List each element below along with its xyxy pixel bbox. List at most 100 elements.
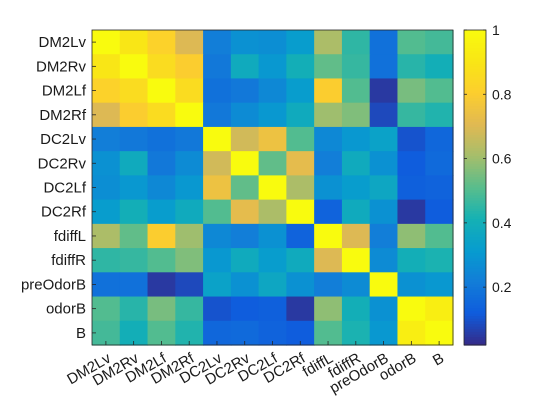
heatmap-cell: [230, 151, 260, 176]
heatmap-cell: [369, 54, 399, 80]
colorbar-strip: [464, 116, 486, 120]
colorbar-strip: [464, 166, 486, 170]
colorbar-strip: [464, 35, 486, 39]
heatmap-cell: [175, 248, 204, 273]
colorbar-strip: [464, 153, 486, 157]
colorbar-strip: [464, 190, 486, 194]
heatmap-cell: [258, 102, 287, 128]
heatmap-cell: [341, 30, 371, 55]
y-axis-tick-label: DM2Rv: [36, 58, 87, 75]
heatmap-cell: [230, 175, 260, 201]
heatmap-cell: [397, 102, 426, 128]
heatmap-cell: [92, 151, 121, 176]
colorbar-strip: [464, 51, 486, 55]
heatmap-cell: [258, 126, 287, 152]
colorbar-strip: [464, 72, 486, 76]
heatmap-cell: [258, 272, 287, 298]
heatmap-cell: [425, 199, 454, 225]
colorbar-strip: [464, 282, 486, 286]
colorbar-strip: [464, 156, 486, 160]
y-axis-tick-label: fdiffL: [54, 228, 86, 245]
heatmap-cell: [341, 126, 371, 152]
heatmap-cell: [369, 248, 399, 273]
heatmap-cell: [369, 151, 399, 176]
colorbar-tick-label: 0.2: [492, 279, 512, 295]
colorbar-strip: [464, 313, 486, 317]
colorbar-strip: [464, 337, 486, 341]
colorbar-strip: [464, 163, 486, 168]
heatmap-cell: [397, 30, 426, 55]
heatmap-cell: [175, 175, 204, 201]
colorbar-strip: [464, 129, 486, 133]
colorbar-strip: [464, 69, 486, 73]
colorbar-strip: [464, 64, 486, 68]
heatmap-cell: [314, 30, 343, 55]
heatmap-cell: [286, 102, 315, 128]
heatmap-cell: [230, 30, 260, 55]
colorbar-strip: [464, 208, 486, 212]
heatmap-cell: [147, 78, 176, 104]
colorbar-strip: [464, 37, 486, 42]
heatmap-cell: [203, 30, 232, 55]
heatmap-cell: [147, 296, 176, 322]
colorbar-strip: [464, 216, 486, 220]
heatmap-cell: [286, 248, 315, 273]
colorbar-strip: [464, 258, 486, 262]
colorbar-strip: [464, 192, 486, 196]
heatmap-cell: [286, 54, 315, 80]
heatmap-cell: [397, 272, 426, 298]
heatmap-cell: [92, 126, 121, 152]
heatmap-cell: [341, 151, 371, 176]
colorbar-strip: [464, 79, 486, 84]
heatmap-cell: [425, 78, 454, 104]
heatmap-cell: [397, 151, 426, 176]
heatmap-cell: [92, 272, 121, 298]
heatmap-cell: [147, 30, 176, 55]
heatmap-cells: [92, 30, 454, 346]
colorbar-strip: [464, 145, 486, 149]
heatmap-cell: [230, 126, 260, 152]
heatmap-cell: [286, 272, 315, 298]
heatmap-cell: [286, 78, 315, 104]
heatmap-cell: [286, 223, 315, 249]
colorbar-strip: [464, 300, 486, 304]
colorbar-strip: [464, 334, 486, 338]
heatmap-cell: [119, 151, 149, 176]
colorbar-tick-label: 0.4: [492, 215, 512, 231]
colorbar-strip: [464, 255, 486, 259]
heatmap-cell: [258, 199, 287, 225]
colorbar-strip: [464, 295, 486, 299]
colorbar-strip: [464, 274, 486, 278]
heatmap-cell: [119, 199, 149, 225]
heatmap-cell: [92, 30, 121, 55]
heatmap-cell: [147, 102, 176, 128]
colorbar-strip: [464, 140, 486, 144]
colorbar-strip: [464, 32, 486, 36]
y-axis-tick-labels: DM2Lv DM2Rv DM2Lf DM2Rf DC2Lv DC2Rv DC2Lf DC2Rf…: [21, 34, 87, 342]
colorbar-strip: [464, 45, 486, 49]
heatmap-cell: [147, 272, 176, 298]
colorbar-strip: [464, 292, 486, 296]
y-axis-tick-label: DM2Lv: [38, 34, 86, 51]
colorbar-strip: [464, 132, 486, 136]
heatmap-cell: [341, 223, 371, 249]
colorbar-strip: [464, 232, 486, 236]
heatmap-cell: [203, 54, 232, 80]
colorbar-strip: [464, 342, 486, 346]
heatmap-cell: [92, 199, 121, 225]
heatmap-cell: [425, 175, 454, 201]
colorbar-strip: [464, 148, 486, 152]
heatmap-cell: [230, 248, 260, 273]
heatmap-cell: [175, 151, 204, 176]
heatmap-cell: [425, 151, 454, 176]
heatmap-cell: [314, 54, 343, 80]
heatmap-cell: [175, 296, 204, 322]
colorbar-strip: [464, 53, 486, 57]
heatmap-cell: [341, 175, 371, 201]
heatmap-cell: [314, 248, 343, 273]
y-axis-tick-label: DM2Lf: [42, 83, 87, 100]
colorbar-strip: [464, 137, 486, 141]
heatmap-cell: [147, 175, 176, 201]
heatmap-cell: [92, 54, 121, 80]
